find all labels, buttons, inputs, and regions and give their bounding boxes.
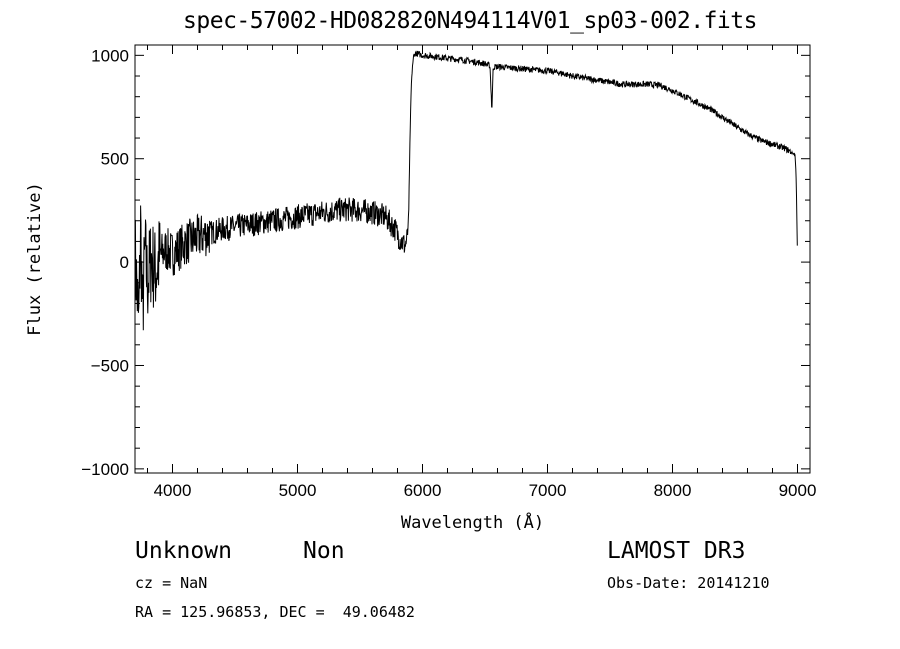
x-tick-label: 7000 [529,481,567,500]
spectrum-line [134,50,798,331]
x-tick-label: 8000 [654,481,692,500]
y-tick-label: −500 [91,356,129,375]
observation-date: Obs-Date: 20141210 [607,574,770,592]
x-tick-label: 9000 [779,481,817,500]
x-axis-label: Wavelength (Å) [401,511,544,533]
y-tick-label: 500 [101,150,129,169]
chart-title: spec-57002-HD082820N494114V01_sp03-002.f… [183,8,757,34]
y-tick-label: −1000 [81,460,129,479]
axis-tick-labels: 4000 5000 6000 7000 8000 9000 −1000 −500 0 500 100… [81,46,816,500]
object-class: Unknown [135,538,232,564]
redshift-cz: cz = NaN [135,574,208,592]
x-tick-label: 6000 [404,481,442,500]
object-subclass: Non [303,538,345,564]
ra-dec-coordinates: RA = 125.96853, DEC = 49.06482 [135,603,415,621]
x-tick-label: 4000 [154,481,192,500]
y-tick-label: 0 [120,253,129,272]
x-tick-label: 5000 [279,481,317,500]
survey-name: LAMOST DR3 [607,538,746,564]
y-axis-label: Flux (relative) [25,182,45,336]
plot-frame [134,44,811,474]
axis-ticks [135,45,810,473]
y-tick-label: 1000 [91,46,129,65]
